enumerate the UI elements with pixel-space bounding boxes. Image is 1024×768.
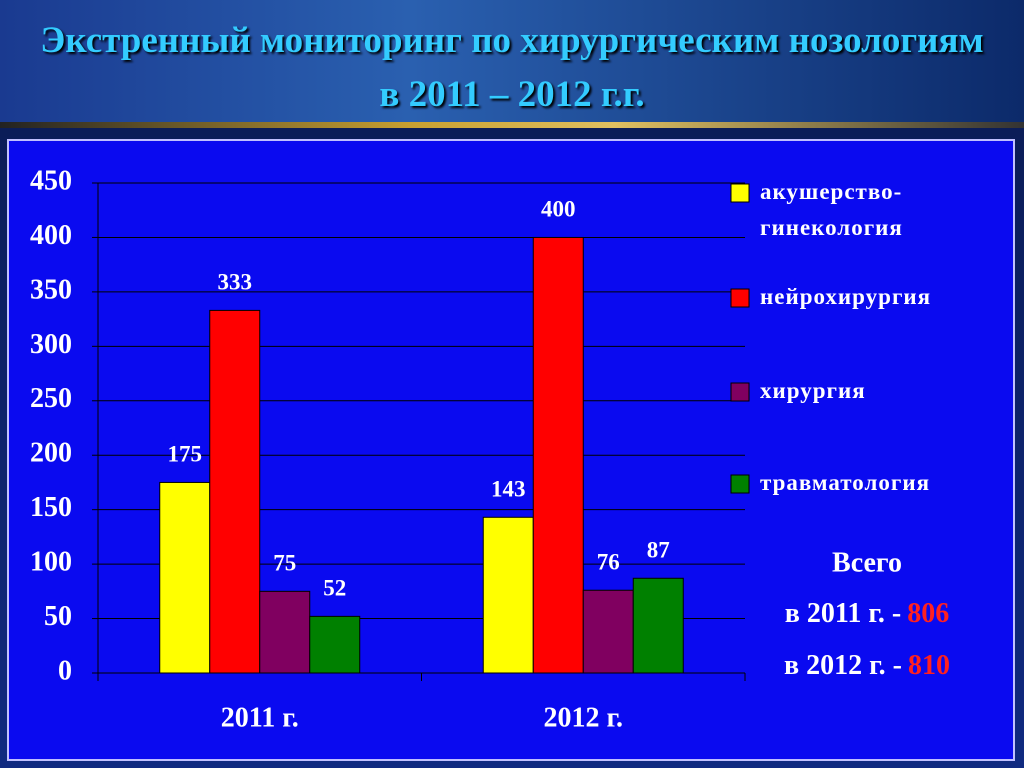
y-tick-label: 100	[30, 547, 72, 578]
bar	[632, 577, 684, 674]
bar	[159, 481, 211, 674]
x-tick-label: 2012 г.	[543, 702, 623, 733]
bar	[209, 309, 261, 674]
y-tick-label: 300	[30, 329, 72, 360]
data-label: 76	[597, 550, 620, 575]
totals-label: в 2011 г. -	[785, 598, 901, 629]
legend-swatch	[730, 288, 750, 308]
legend-label: нейрохирургия	[760, 284, 932, 309]
data-label: 333	[218, 270, 253, 295]
legend-label: хирургия	[760, 378, 866, 403]
y-tick-label: 200	[30, 438, 72, 469]
bar	[582, 589, 634, 674]
totals-title: Всего	[832, 547, 902, 578]
x-tick-label: 2011 г.	[221, 702, 299, 733]
totals-value: 806	[907, 598, 949, 629]
legend-entry: акушерство-гинекология	[760, 179, 903, 240]
y-tick-label: 150	[30, 492, 72, 523]
legend-entry: травматология	[760, 470, 931, 495]
bar	[309, 615, 361, 674]
legend-swatch	[730, 382, 750, 402]
y-tick-label: 350	[30, 274, 72, 305]
totals-value: 810	[908, 650, 950, 681]
legend-label: акушерство-гинекология	[760, 179, 903, 240]
data-label: 75	[273, 551, 296, 576]
header-rule	[0, 122, 1024, 128]
y-tick-label: 0	[58, 655, 72, 686]
y-tick-label: 50	[44, 601, 72, 632]
totals-line: в 2011 г. -806	[785, 598, 949, 629]
y-tick-label: 450	[30, 165, 72, 196]
totals-label: в 2012 г. -	[784, 650, 902, 681]
header-band	[0, 0, 1024, 122]
bar	[259, 590, 311, 674]
data-label: 143	[491, 477, 526, 502]
legend-entry: хирургия	[760, 378, 866, 403]
bar	[482, 516, 534, 674]
legend-swatch	[730, 474, 750, 494]
data-label: 52	[323, 576, 346, 601]
data-label: 87	[647, 538, 670, 563]
bar	[532, 236, 584, 674]
legend-entry: нейрохирургия	[760, 284, 932, 309]
data-label: 400	[541, 197, 576, 222]
data-label: 175	[168, 442, 203, 467]
legend-label: травматология	[760, 470, 931, 495]
legend-swatch	[730, 183, 750, 203]
chart-title: Экстренный мониторинг по хирургическим н…	[40, 20, 984, 115]
y-tick-label: 400	[30, 220, 72, 251]
totals-line: в 2012 г. -810	[784, 650, 950, 681]
y-tick-label: 250	[30, 383, 72, 414]
